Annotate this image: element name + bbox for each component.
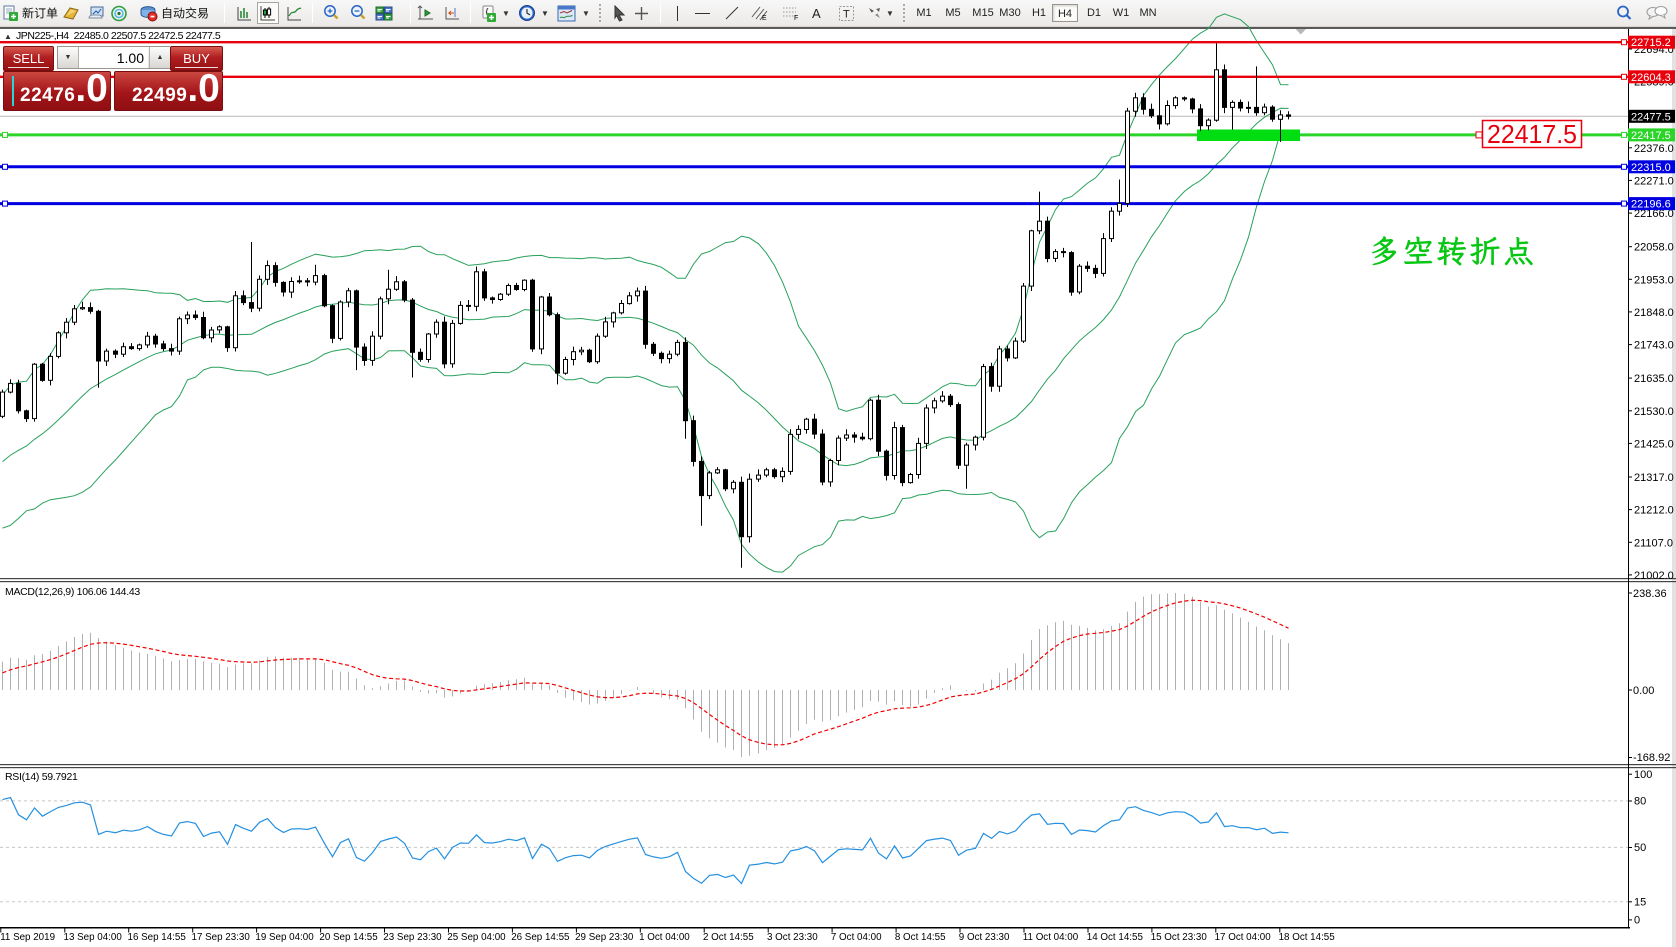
- svg-text:21953.0: 21953.0: [1634, 274, 1674, 286]
- svg-text:22166.0: 22166.0: [1634, 208, 1674, 220]
- svg-text:21743.0: 21743.0: [1634, 340, 1674, 352]
- svg-text:17 Oct 04:00: 17 Oct 04:00: [1215, 932, 1272, 943]
- svg-text:22271.0: 22271.0: [1634, 175, 1674, 187]
- svg-text:16 Sep 14:55: 16 Sep 14:55: [128, 932, 187, 943]
- svg-text:RSI(14) 59.7921: RSI(14) 59.7921: [5, 771, 78, 783]
- svg-text:17 Sep 23:30: 17 Sep 23:30: [192, 932, 251, 943]
- svg-text:0.00: 0.00: [1633, 685, 1654, 697]
- svg-text:23 Sep 23:30: 23 Sep 23:30: [383, 932, 442, 943]
- svg-text:22604.3: 22604.3: [1631, 72, 1671, 84]
- svg-text:18 Oct 14:55: 18 Oct 14:55: [1279, 932, 1336, 943]
- svg-text:E: E: [762, 15, 767, 22]
- svg-text:F: F: [794, 15, 798, 22]
- svg-text:22196.6: 22196.6: [1631, 199, 1671, 211]
- svg-text:21425.0: 21425.0: [1634, 438, 1674, 450]
- svg-text:T: T: [843, 8, 850, 20]
- svg-text:JPN225-,H4 22485.0 22507.5 22: JPN225-,H4 22485.0 22507.5 22472.5 22477…: [16, 30, 221, 42]
- svg-text:1 Oct 04:00: 1 Oct 04:00: [639, 932, 690, 943]
- svg-text:50: 50: [1634, 842, 1646, 854]
- svg-text:22058.0: 22058.0: [1634, 242, 1674, 254]
- svg-text:3 Oct 23:30: 3 Oct 23:30: [767, 932, 818, 943]
- svg-text:15 Oct 23:30: 15 Oct 23:30: [1151, 932, 1208, 943]
- svg-text:MACD(12,26,9) 106.06 144.43: MACD(12,26,9) 106.06 144.43: [5, 586, 140, 598]
- svg-text:11 Oct 04:00: 11 Oct 04:00: [1023, 932, 1079, 943]
- svg-text:7 Oct 04:00: 7 Oct 04:00: [831, 932, 882, 943]
- svg-text:80: 80: [1634, 796, 1646, 808]
- svg-text:22417.5: 22417.5: [1631, 130, 1671, 142]
- svg-text:20 Sep 14:55: 20 Sep 14:55: [319, 932, 378, 943]
- svg-text:22376.0: 22376.0: [1634, 143, 1674, 155]
- svg-text:19 Sep 04:00: 19 Sep 04:00: [255, 932, 314, 943]
- svg-text:22417.5: 22417.5: [1487, 119, 1577, 149]
- svg-text:11 Sep 2019: 11 Sep 2019: [0, 932, 55, 943]
- svg-text:0: 0: [1634, 915, 1640, 927]
- svg-text:-168.92: -168.92: [1633, 752, 1670, 764]
- svg-text:26 Sep 14:55: 26 Sep 14:55: [511, 932, 570, 943]
- svg-text:21107.0: 21107.0: [1634, 537, 1673, 549]
- svg-text:21530.0: 21530.0: [1634, 406, 1674, 418]
- svg-text:2 Oct 14:55: 2 Oct 14:55: [703, 932, 754, 943]
- svg-text:29 Sep 23:30: 29 Sep 23:30: [575, 932, 634, 943]
- svg-text:22315.0: 22315.0: [1631, 162, 1671, 174]
- svg-text:▲: ▲: [4, 32, 12, 41]
- svg-text:100: 100: [1634, 769, 1652, 781]
- svg-text:13 Sep 04:00: 13 Sep 04:00: [64, 932, 123, 943]
- svg-text:21635.0: 21635.0: [1634, 373, 1674, 385]
- svg-text:14 Oct 14:55: 14 Oct 14:55: [1087, 932, 1144, 943]
- svg-text:21212.0: 21212.0: [1634, 505, 1674, 517]
- svg-text:9 Oct 23:30: 9 Oct 23:30: [959, 932, 1010, 943]
- svg-text:22477.5: 22477.5: [1631, 111, 1671, 123]
- svg-text:21317.0: 21317.0: [1634, 472, 1674, 484]
- svg-text:21002.0: 21002.0: [1634, 570, 1674, 582]
- svg-text:22715.2: 22715.2: [1631, 37, 1671, 49]
- svg-text:25 Sep 04:00: 25 Sep 04:00: [447, 932, 506, 943]
- svg-text:8 Oct 14:55: 8 Oct 14:55: [895, 932, 946, 943]
- svg-text:21848.0: 21848.0: [1634, 307, 1674, 319]
- svg-text:15: 15: [1634, 897, 1646, 909]
- svg-text:238.36: 238.36: [1633, 588, 1667, 600]
